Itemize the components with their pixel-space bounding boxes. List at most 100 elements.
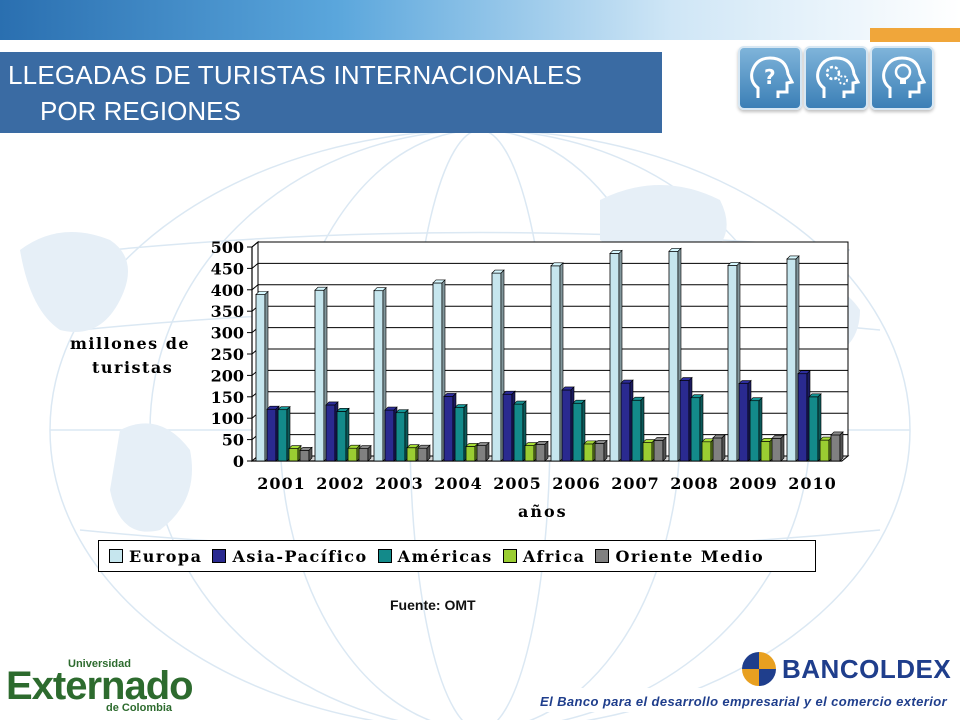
x-tick-label: 2009	[729, 474, 778, 493]
legend-label: Oriente Medio	[615, 546, 765, 566]
bar-asia-pac-fico-2004	[443, 395, 454, 462]
bar-am-ricas-2010	[808, 396, 819, 462]
bar-side-face	[367, 444, 372, 462]
bar-asia-pac-fico-2006	[561, 389, 572, 462]
gridline-side	[251, 284, 259, 291]
legend-swatch	[595, 549, 610, 563]
bar-asia-pac-fico-2002	[325, 404, 336, 462]
bar-africa-2010	[819, 439, 830, 462]
bar-side-face	[603, 439, 608, 462]
bar-asia-pac-fico-2003	[384, 409, 395, 462]
head-question-icon: ?	[738, 46, 802, 110]
y-tick-label: 0	[233, 452, 244, 471]
bar-africa-2003	[406, 447, 417, 462]
bar-asia-pac-fico-2010	[797, 373, 808, 462]
bar-oriente-medio-2006	[594, 443, 605, 462]
bar-africa-2001	[288, 448, 299, 462]
bar-oriente-medio-2002	[358, 448, 369, 462]
bar-africa-2004	[465, 446, 476, 462]
bar-oriente-medio-2001	[299, 449, 310, 462]
y-tick-label: 500	[211, 238, 244, 257]
x-tick-label: 2002	[316, 474, 365, 493]
externado-logo-main: Externado	[6, 664, 194, 708]
bancoldex-emblem-icon	[742, 652, 776, 686]
page-title-line2: POR REGIONES	[40, 96, 241, 126]
x-tick-label: 2003	[375, 474, 424, 493]
bar-side-face	[721, 434, 726, 462]
legend-swatch	[109, 549, 123, 563]
externado-logo-top: Universidad	[68, 658, 131, 670]
page-title-line1: LLEGADAS DE TURISTAS INTERNACIONALES	[8, 60, 583, 90]
bar-side-face	[662, 436, 667, 462]
bar-am-ricas-2009	[749, 400, 760, 462]
y-tick-label: 200	[211, 366, 244, 385]
y-tick-label: 450	[211, 259, 244, 278]
legend-item: Africa	[502, 547, 586, 566]
bar-africa-2007	[642, 442, 653, 462]
bar-oriente-medio-2010	[830, 434, 841, 462]
legend-item: Américas	[377, 547, 493, 566]
legend-swatch	[377, 549, 392, 563]
y-tick-label: 250	[211, 345, 244, 364]
legend-item: Asia-Pacífico	[212, 547, 367, 566]
y-axis-label-line1: millones de	[70, 334, 191, 353]
y-tick-label: 300	[211, 324, 244, 343]
legend-swatch	[502, 549, 517, 563]
x-tick-label: 2007	[611, 474, 660, 493]
x-tick-label: 2005	[493, 474, 542, 493]
y-tick-label: 50	[222, 431, 244, 450]
bar-am-ricas-2006	[572, 402, 583, 462]
bar-side-face	[308, 446, 313, 462]
externado-logo: Universidad Externado de Colombia	[6, 658, 194, 718]
bar-europa-2007	[609, 253, 620, 462]
gridline-side	[251, 263, 259, 269]
y-tick-label: 400	[211, 281, 244, 300]
head-gears-icon	[804, 46, 868, 110]
bar-africa-2005	[524, 445, 535, 462]
bar-europa-2004	[432, 282, 443, 462]
bar-europa-2003	[373, 290, 384, 462]
bar-am-ricas-2005	[513, 403, 524, 462]
bar-am-ricas-2002	[336, 410, 347, 462]
chart-legend: Europa Asia-Pacífico Américas Africa Oriente…	[98, 540, 816, 572]
bar-side-face	[485, 441, 490, 462]
bancoldex-logo-text: BANCOLDEX	[782, 654, 952, 684]
legend-label: Europa	[129, 546, 203, 566]
bar-europa-2009	[727, 265, 738, 462]
bar-asia-pac-fico-2007	[620, 382, 631, 462]
y-axis-label: millones de turistas	[70, 332, 190, 380]
gridline-side	[251, 241, 259, 248]
bancoldex-slogan: El Banco para el desarrollo empresarial …	[540, 694, 948, 709]
x-tick-label: 2010	[788, 474, 837, 493]
bar-asia-pac-fico-2008	[679, 380, 690, 462]
y-axis-label-line2: turistas	[92, 358, 174, 377]
bar-oriente-medio-2004	[476, 445, 487, 462]
x-tick-label: 2001	[257, 474, 306, 493]
bancoldex-logo: BANCOLDEX	[742, 648, 952, 688]
bar-side-face	[426, 444, 431, 462]
top-gradient-band	[0, 0, 960, 40]
legend-label: Asia-Pacífico	[232, 546, 368, 566]
x-tick-label: 2006	[552, 474, 601, 493]
legend-item: Europa	[109, 547, 202, 566]
bar-oriente-medio-2008	[712, 437, 723, 462]
legend-item: Oriente Medio	[595, 547, 764, 566]
svg-text:?: ?	[764, 65, 776, 89]
bar-africa-2008	[701, 441, 712, 462]
bar-africa-2009	[760, 440, 771, 462]
bar-am-ricas-2008	[690, 397, 701, 462]
bar-europa-2006	[550, 265, 561, 462]
y-tick-label: 100	[211, 409, 244, 428]
bar-side-face	[780, 434, 785, 462]
y-tick-label: 150	[211, 388, 244, 407]
bar-am-ricas-2001	[277, 409, 288, 462]
bar-europa-2002	[314, 289, 325, 462]
slogan-strip	[538, 688, 954, 712]
bar-africa-2002	[347, 447, 358, 462]
externado-logo-sub: de Colombia	[106, 702, 173, 714]
x-tick-label: 2008	[670, 474, 719, 493]
bar-europa-2001	[255, 294, 266, 462]
bar-am-ricas-2004	[454, 407, 465, 462]
y-tick-label: 350	[211, 302, 244, 321]
